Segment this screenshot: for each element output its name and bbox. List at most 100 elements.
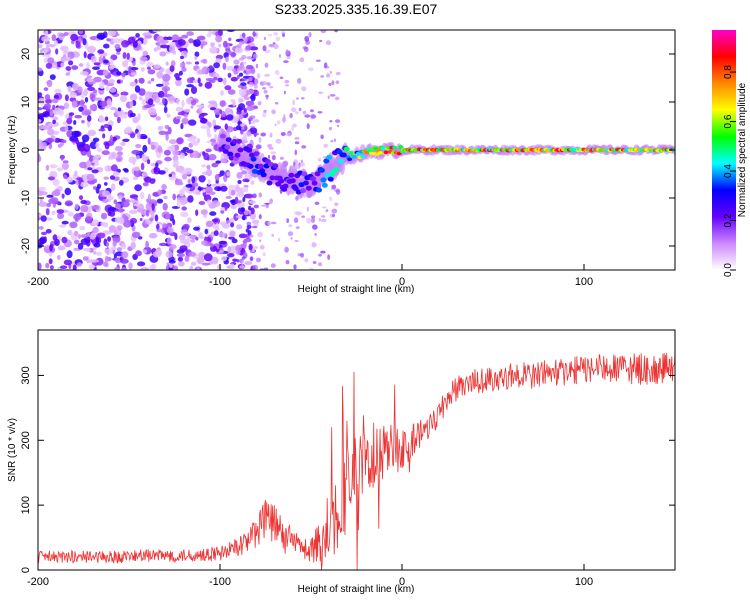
noise-blob <box>209 243 214 248</box>
noise-blob <box>220 117 228 121</box>
noise-blob <box>103 123 110 129</box>
noise-blob <box>112 240 117 247</box>
noise-blob <box>162 97 166 105</box>
noise-blob <box>271 109 276 115</box>
noise-blob <box>295 226 300 230</box>
noise-blob <box>255 144 262 150</box>
noise-blob <box>267 34 273 37</box>
noise-blob <box>209 46 218 54</box>
noise-blob <box>116 71 122 76</box>
noise-blob <box>250 68 256 75</box>
noise-blob <box>48 258 53 265</box>
noise-blob <box>45 229 52 234</box>
noise-blob <box>274 123 277 127</box>
noise-blob <box>62 160 69 164</box>
noise-blob <box>233 65 239 69</box>
noise-blob <box>165 214 171 220</box>
noise-blob <box>334 30 339 33</box>
noise-blob <box>314 201 320 205</box>
snr-y-tick-label: 200 <box>20 431 32 449</box>
noise-blob <box>294 141 300 145</box>
noise-blob <box>122 219 132 228</box>
noise-blob <box>106 98 112 106</box>
noise-blob <box>206 168 213 177</box>
noise-blob <box>86 160 91 166</box>
noise-blob <box>61 236 68 244</box>
noise-blob <box>61 220 69 225</box>
noise-blob <box>309 267 314 270</box>
noise-blob <box>228 37 232 42</box>
signal-point <box>377 151 383 155</box>
noise-blob <box>114 145 123 152</box>
noise-blob <box>60 62 65 68</box>
noise-blob <box>253 105 259 110</box>
noise-blob <box>262 112 267 118</box>
noise-blob <box>66 176 74 183</box>
noise-blob <box>236 74 240 79</box>
noise-blob <box>239 40 245 45</box>
noise-blob <box>237 97 244 103</box>
signal-point <box>302 180 309 186</box>
noise-blob <box>182 147 189 151</box>
noise-blob <box>169 139 177 145</box>
noise-blob <box>80 205 89 213</box>
noise-blob <box>172 218 176 226</box>
noise-blob <box>235 249 241 256</box>
noise-blob <box>187 195 194 203</box>
noise-blob <box>283 90 286 95</box>
noise-blob <box>333 138 337 142</box>
noise-blob <box>206 164 211 170</box>
noise-blob <box>58 224 66 228</box>
noise-blob <box>121 40 130 48</box>
noise-blob <box>301 215 305 218</box>
noise-blob <box>176 199 181 208</box>
noise-blob <box>238 103 246 111</box>
noise-blob <box>226 65 234 71</box>
noise-blob <box>157 145 162 153</box>
noise-blob <box>241 256 246 260</box>
noise-blob <box>163 195 168 200</box>
noise-blob <box>127 36 136 45</box>
noise-blob <box>77 242 84 250</box>
noise-blob <box>122 138 130 142</box>
noise-blob <box>263 267 269 270</box>
noise-blob <box>163 149 171 156</box>
noise-blob <box>166 237 172 245</box>
noise-blob <box>257 101 262 106</box>
noise-blob <box>242 214 246 221</box>
noise-blob <box>78 106 84 112</box>
noise-blob <box>237 188 244 196</box>
noise-blob <box>74 114 82 119</box>
noise-blob <box>270 151 277 155</box>
noise-blob <box>131 149 140 155</box>
noise-blob <box>71 100 78 108</box>
noise-blob <box>259 239 262 242</box>
noise-blob <box>100 222 105 226</box>
noise-blob <box>152 251 162 258</box>
noise-blob <box>120 114 128 119</box>
noise-blob <box>279 156 284 160</box>
noise-blob <box>86 173 95 181</box>
snr-marks <box>38 352 675 570</box>
noise-blob <box>325 209 329 213</box>
signal-point <box>392 145 398 150</box>
noise-blob <box>227 72 232 78</box>
noise-blob <box>156 71 164 79</box>
noise-blob <box>158 170 166 175</box>
noise-blob <box>41 231 47 236</box>
noise-blob <box>168 267 173 270</box>
noise-blob <box>147 193 151 202</box>
noise-blob <box>307 67 314 72</box>
noise-blob <box>306 123 310 130</box>
noise-blob <box>245 89 255 95</box>
noise-blob <box>314 233 317 236</box>
noise-blob <box>158 242 168 247</box>
noise-blob <box>262 87 267 90</box>
noise-blob <box>173 265 178 270</box>
noise-blob <box>121 72 126 77</box>
noise-blob <box>72 264 77 270</box>
noise-blob <box>146 62 154 67</box>
noise-blob <box>38 67 43 72</box>
noise-blob <box>147 80 152 84</box>
noise-blob <box>237 244 242 251</box>
